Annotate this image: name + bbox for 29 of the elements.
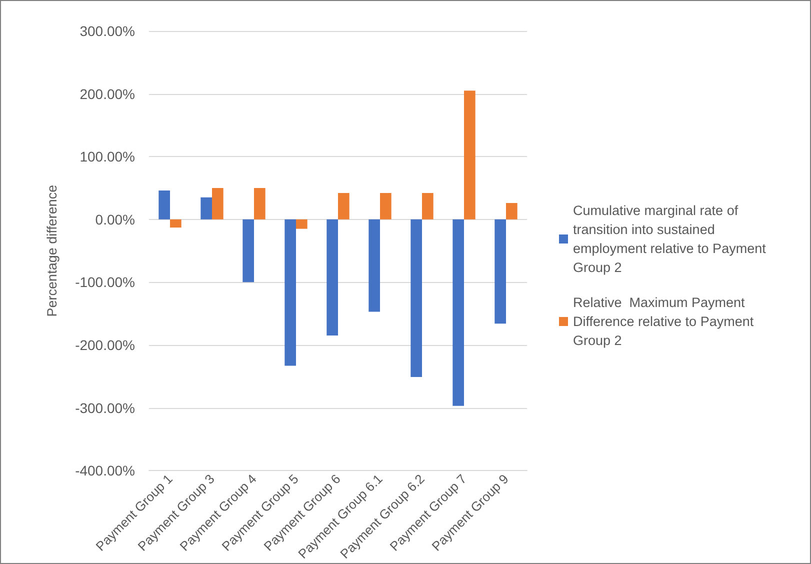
legend-label: Cumulative marginal rate of transition into sustained employment relative to Payment Group 2 (573, 203, 770, 275)
bar (284, 219, 296, 366)
bar (254, 188, 266, 220)
y-axis-title: Percentage difference (44, 184, 60, 317)
bar (212, 188, 224, 220)
y-tick-label: 0.00% (95, 211, 135, 228)
y-tick-label: 200.00% (80, 86, 135, 102)
y-tick-label: -300.00% (75, 400, 135, 416)
bar (506, 203, 518, 220)
bar (158, 190, 170, 220)
bar (200, 197, 212, 220)
bar (494, 219, 506, 324)
y-tick-label: -400.00% (75, 462, 135, 479)
bar (410, 219, 422, 378)
bar (338, 193, 350, 220)
bar (326, 219, 338, 336)
bar (170, 219, 182, 228)
bar (464, 90, 476, 220)
bar (380, 193, 392, 220)
y-tick-label: -200.00% (75, 336, 135, 353)
bar (452, 219, 464, 406)
bar (242, 219, 254, 282)
y-tick-label: 100.00% (80, 148, 135, 165)
bar (296, 219, 308, 229)
bar (422, 193, 434, 220)
y-tick-label: 300.00% (80, 23, 135, 39)
bar (368, 219, 380, 312)
legend-label: Relative Maximum Payment Difference relative to Payment Group 2 (573, 295, 758, 348)
y-tick-label: -100.00% (75, 274, 135, 290)
